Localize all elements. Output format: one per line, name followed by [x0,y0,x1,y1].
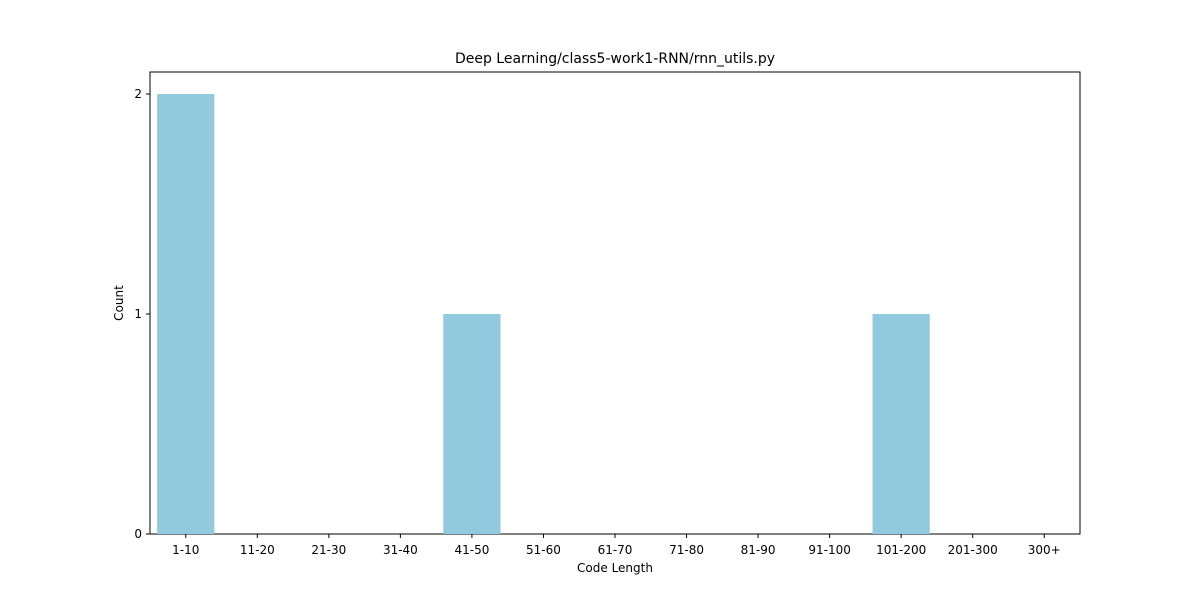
chart-title: Deep Learning/class5-work1-RNN/rnn_utils… [455,51,775,67]
x-tick-label: 81-90 [741,543,776,557]
x-tick-label: 201-300 [948,543,998,557]
plot-frame [149,71,1081,535]
x-tick-label: 41-50 [454,543,489,557]
y-tick-label: 1 [134,307,142,321]
y-tick-label: 0 [134,527,142,541]
bar-41-50 [443,314,501,534]
y-tick-label: 2 [134,87,142,101]
x-tick-label: 300+ [1028,543,1061,557]
bar-1-10 [157,94,215,534]
y-axis-label: Count [112,285,126,321]
x-tick-label: 11-20 [240,543,275,557]
x-tick-label: 61-70 [598,543,633,557]
x-tick-label: 21-30 [311,543,346,557]
x-tick-label: 1-10 [172,543,199,557]
x-tick-label: 31-40 [383,543,418,557]
x-axis-label: Code Length [577,561,653,575]
x-tick-label: 101-200 [876,543,926,557]
x-tick-label: 51-60 [526,543,561,557]
y-axis: 0 1 2 [134,87,150,541]
bar-group [157,94,930,534]
bar-101-200 [872,314,930,534]
x-tick-label: 71-80 [669,543,704,557]
x-tick-label: 91-100 [808,543,851,557]
x-axis: 1-10 11-20 21-30 31-40 41-50 51-60 61-70 71-80 8… [172,534,1061,557]
